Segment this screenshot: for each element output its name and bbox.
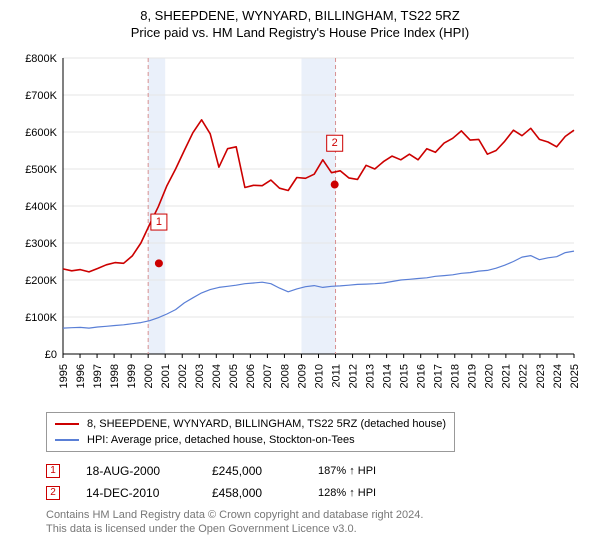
svg-text:2: 2 bbox=[332, 137, 338, 149]
svg-text:1: 1 bbox=[156, 216, 162, 228]
svg-text:2016: 2016 bbox=[416, 364, 428, 388]
svg-text:2001: 2001 bbox=[160, 364, 172, 388]
svg-text:2018: 2018 bbox=[450, 364, 462, 388]
sales-table: 1 18-AUG-2000 £245,000 187% ↑ HPI 2 14-D… bbox=[46, 460, 582, 504]
svg-text:1998: 1998 bbox=[109, 364, 121, 388]
svg-text:2024: 2024 bbox=[552, 364, 564, 388]
svg-text:2010: 2010 bbox=[313, 364, 325, 388]
svg-text:1997: 1997 bbox=[92, 364, 104, 388]
sale-row-2: 2 14-DEC-2010 £458,000 128% ↑ HPI bbox=[46, 482, 582, 504]
svg-text:2019: 2019 bbox=[467, 364, 479, 388]
svg-text:2011: 2011 bbox=[330, 364, 342, 388]
svg-text:£500K: £500K bbox=[25, 164, 57, 176]
svg-text:£200K: £200K bbox=[25, 275, 57, 287]
svg-text:2022: 2022 bbox=[518, 364, 530, 388]
footer-line-1: Contains HM Land Registry data © Crown c… bbox=[46, 508, 582, 522]
chart-titles: 8, SHEEPDENE, WYNYARD, BILLINGHAM, TS22 … bbox=[18, 8, 582, 40]
svg-text:2007: 2007 bbox=[262, 364, 274, 388]
svg-text:£400K: £400K bbox=[25, 201, 57, 213]
svg-text:2025: 2025 bbox=[569, 364, 581, 388]
svg-text:2021: 2021 bbox=[501, 364, 513, 388]
legend-swatch-price bbox=[55, 423, 79, 425]
legend-swatch-hpi bbox=[55, 439, 79, 441]
svg-text:2006: 2006 bbox=[245, 364, 257, 388]
footer: Contains HM Land Registry data © Crown c… bbox=[46, 508, 582, 536]
svg-text:2013: 2013 bbox=[364, 364, 376, 388]
chart: £0 £100K £200K £300K £400K £500K £600K £700K £80… bbox=[18, 46, 582, 406]
sale-hpi-2: 128% ↑ HPI bbox=[318, 482, 376, 504]
sale-price-2: £458,000 bbox=[212, 482, 292, 504]
svg-text:1999: 1999 bbox=[126, 364, 138, 388]
legend-row-price: 8, SHEEPDENE, WYNYARD, BILLINGHAM, TS22 … bbox=[55, 416, 446, 432]
svg-text:2017: 2017 bbox=[433, 364, 445, 388]
sale-marker-2: 2 bbox=[46, 486, 60, 500]
chart-svg: £0 £100K £200K £300K £400K £500K £600K £700K £80… bbox=[18, 46, 582, 406]
svg-text:£700K: £700K bbox=[25, 90, 57, 102]
sale-row-1: 1 18-AUG-2000 £245,000 187% ↑ HPI bbox=[46, 460, 582, 482]
sale-hpi-1: 187% ↑ HPI bbox=[318, 460, 376, 482]
svg-text:2000: 2000 bbox=[143, 364, 155, 388]
footer-line-2: This data is licensed under the Open Gov… bbox=[46, 522, 582, 536]
svg-text:£300K: £300K bbox=[25, 238, 57, 250]
svg-text:2002: 2002 bbox=[177, 364, 189, 388]
svg-text:£0: £0 bbox=[45, 349, 57, 361]
svg-text:2008: 2008 bbox=[279, 364, 291, 388]
svg-text:£800K: £800K bbox=[25, 53, 57, 65]
legend-label-hpi: HPI: Average price, detached house, Stoc… bbox=[87, 432, 355, 448]
sale-price-1: £245,000 bbox=[212, 460, 292, 482]
svg-text:£100K: £100K bbox=[25, 312, 57, 324]
svg-text:2005: 2005 bbox=[228, 364, 240, 388]
svg-text:2020: 2020 bbox=[484, 364, 496, 388]
svg-text:2004: 2004 bbox=[211, 364, 223, 388]
sale-marker-1: 1 bbox=[46, 464, 60, 478]
page-container: 8, SHEEPDENE, WYNYARD, BILLINGHAM, TS22 … bbox=[0, 0, 600, 544]
svg-text:2009: 2009 bbox=[296, 364, 308, 388]
svg-text:2015: 2015 bbox=[399, 364, 411, 388]
svg-text:2014: 2014 bbox=[381, 364, 393, 388]
svg-text:2023: 2023 bbox=[535, 364, 547, 388]
svg-text:1996: 1996 bbox=[75, 364, 87, 388]
title-subtitle: Price paid vs. HM Land Registry's House … bbox=[18, 25, 582, 40]
svg-text:£600K: £600K bbox=[25, 127, 57, 139]
svg-text:2012: 2012 bbox=[347, 364, 359, 388]
svg-text:1995: 1995 bbox=[58, 364, 70, 388]
legend-row-hpi: HPI: Average price, detached house, Stoc… bbox=[55, 432, 446, 448]
svg-text:2003: 2003 bbox=[194, 364, 206, 388]
legend-label-price: 8, SHEEPDENE, WYNYARD, BILLINGHAM, TS22 … bbox=[87, 416, 446, 432]
title-address: 8, SHEEPDENE, WYNYARD, BILLINGHAM, TS22 … bbox=[18, 8, 582, 23]
sale-date-2: 14-DEC-2010 bbox=[86, 482, 186, 504]
sale-date-1: 18-AUG-2000 bbox=[86, 460, 186, 482]
legend: 8, SHEEPDENE, WYNYARD, BILLINGHAM, TS22 … bbox=[46, 412, 455, 452]
